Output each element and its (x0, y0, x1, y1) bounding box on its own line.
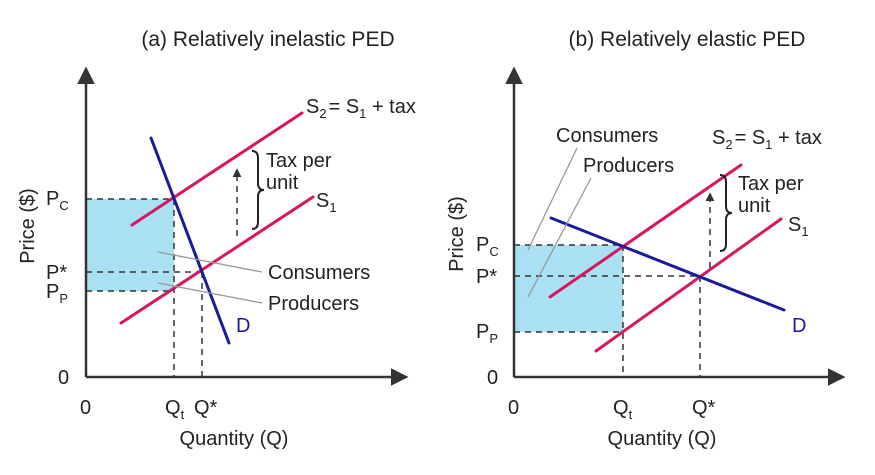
panel-b-s1-label: S1 (788, 214, 809, 239)
panel-b-origin-y: 0 (487, 367, 498, 389)
panel-a-origin-x: 0 (80, 397, 91, 419)
panel-a-y-axis-label: Price ($) (17, 188, 39, 264)
panel-a-tax-brace (252, 151, 264, 229)
panel-b-consumers-leader (528, 148, 577, 250)
panel-a-producers-label: Producers (268, 293, 359, 315)
panel-b-s2-label: S2 = S1 + tax (712, 127, 822, 152)
panel-b-x-axis-label: Quantity (Q) (608, 428, 717, 450)
panel-b-pp-tick: PP (476, 321, 498, 346)
panel-b-qstar-tick: Q* (692, 397, 716, 419)
panel-a-s1-label: S1 (316, 190, 337, 215)
panel-a: (a) Relatively inelastic PED Tax per uni… (17, 28, 416, 450)
panel-b-pc-tick: PC (476, 234, 499, 259)
panel-a-pc-tick: PC (46, 188, 69, 213)
panel-a-consumers-label: Consumers (268, 262, 370, 284)
panel-b-s1-curve (596, 219, 781, 351)
panel-a-tax-label-line1: Tax per (266, 150, 332, 172)
panel-b-demand-label: D (792, 315, 806, 337)
panel-b-tax-brace (720, 175, 732, 251)
panel-b-tax-label-line1: Tax per (738, 173, 804, 195)
panel-a-origin-y: 0 (58, 367, 69, 389)
panel-b: (b) Relatively elastic PED Tax per unit … (446, 28, 842, 450)
panel-b-y-axis-label: Price ($) (446, 196, 468, 272)
panel-a-tax-revenue-area (86, 199, 174, 291)
panel-b-consumers-label: Consumers (556, 125, 658, 147)
panel-b-s2-curve (550, 165, 741, 297)
panel-a-s2-label: S2 = S1 + tax (306, 96, 416, 121)
panel-b-origin-x: 0 (508, 397, 519, 419)
panel-a-x-axis-label: Quantity (Q) (180, 428, 289, 450)
panel-b-tax-label-line2: unit (738, 195, 771, 217)
panel-a-tax-label-line2: unit (266, 172, 299, 194)
panel-a-pp-tick: PP (46, 281, 68, 306)
panel-a-qt-tick: Qt (165, 397, 185, 422)
panel-b-qt-tick: Qt (613, 397, 633, 422)
panel-a-title: (a) Relatively inelastic PED (141, 28, 394, 51)
panel-b-pstar-tick: P* (476, 266, 497, 288)
panel-a-qstar-tick: Q* (194, 397, 218, 419)
panel-a-demand-label: D (236, 315, 250, 337)
panel-b-title: (b) Relatively elastic PED (569, 28, 806, 51)
panel-b-producers-label: Producers (583, 155, 674, 177)
